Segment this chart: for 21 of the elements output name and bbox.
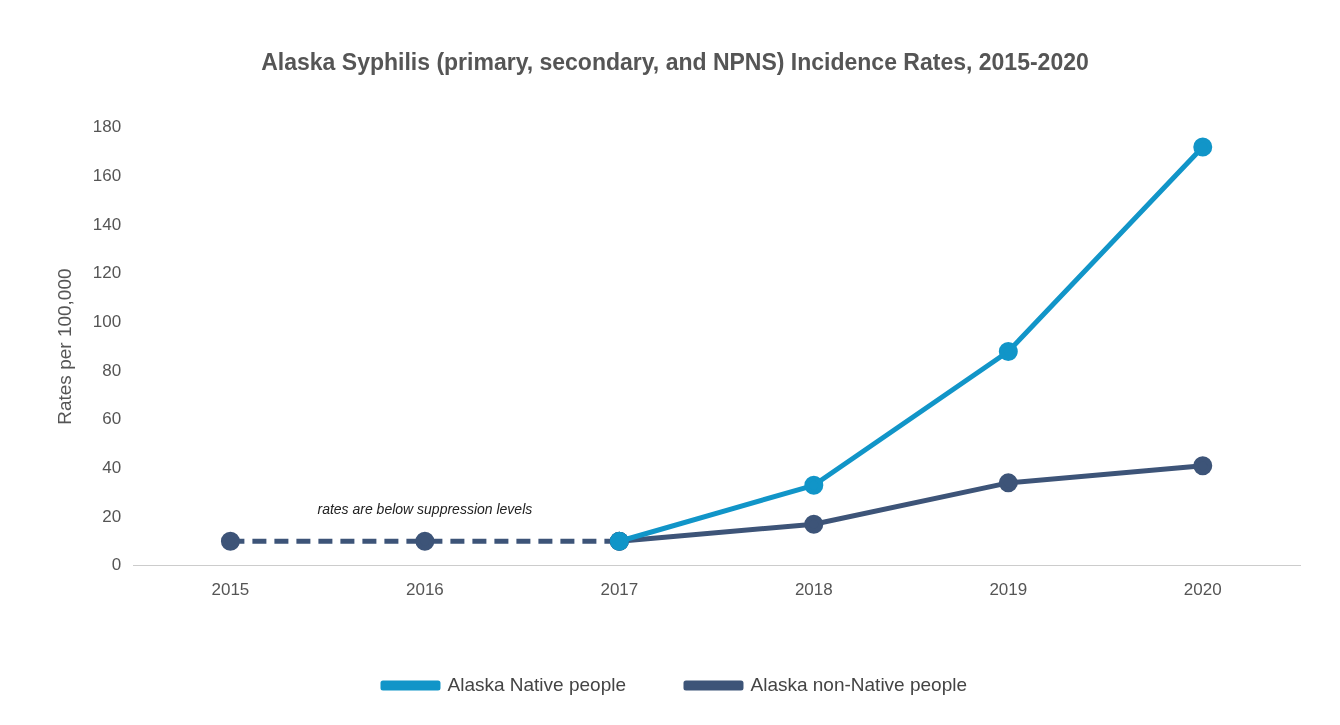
y-tick-label: 120 <box>92 263 122 283</box>
y-tick-label: 160 <box>92 165 122 185</box>
x-tick-label: 2017 <box>600 580 639 600</box>
y-tick-label: 20 <box>102 506 122 526</box>
x-tick-label: 2016 <box>405 580 444 600</box>
y-axis-title: Rates per 100,000 <box>53 268 75 425</box>
x-tick-label: 2015 <box>211 580 250 600</box>
annotation: rates are below suppression levels <box>317 501 533 518</box>
legend-label: Alaska Native people <box>447 673 626 695</box>
x-tick-label: 2019 <box>989 580 1028 600</box>
y-tick-label: 140 <box>92 214 122 234</box>
y-tick-label: 100 <box>92 311 122 331</box>
x-tick-label: 2020 <box>1183 580 1222 600</box>
y-tick-label: 0 <box>111 555 122 575</box>
legend-label: Alaska non-Native people <box>750 673 968 695</box>
x-tick-label: 2018 <box>794 580 833 600</box>
y-tick-label: 60 <box>102 409 122 429</box>
y-tick-label: 80 <box>102 360 122 380</box>
y-tick-label: 40 <box>102 457 122 477</box>
chart-title: Alaska Syphilis (primary, secondary, and NPNS) Incidence Rates, 2015-2020 <box>261 49 1089 76</box>
y-tick-label: 180 <box>92 117 122 137</box>
